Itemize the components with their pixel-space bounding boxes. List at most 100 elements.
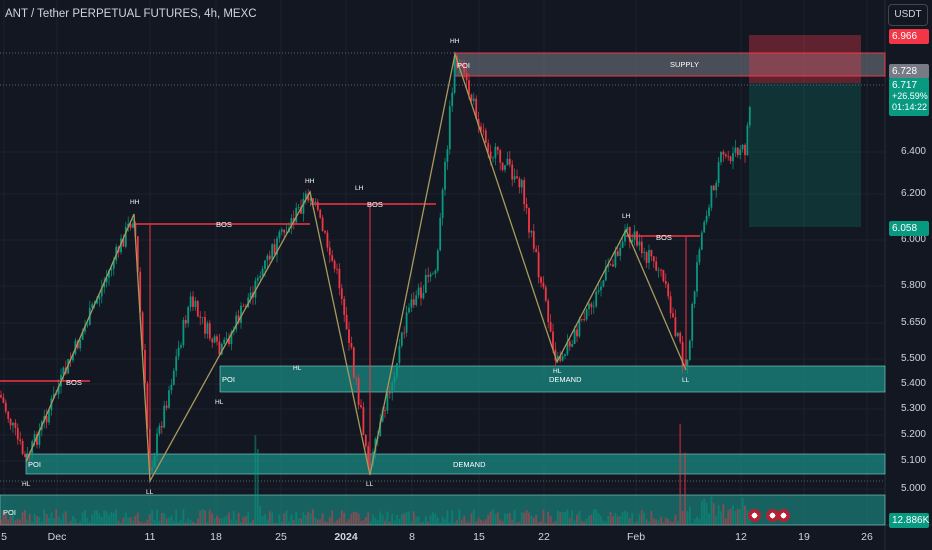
candle-body [72, 353, 74, 361]
label-hh: HH [130, 199, 140, 206]
bar-countdown: 01:14:22 [892, 102, 928, 112]
volume-bar [544, 522, 547, 525]
market-structure-zigzag[interactable] [25, 51, 687, 484]
volume-bar [232, 510, 235, 525]
volume-bar [139, 521, 142, 525]
candle-body [333, 260, 336, 269]
volume-bar [79, 521, 82, 525]
volume-bar [568, 517, 571, 525]
candle-body [319, 209, 322, 218]
candle-body [235, 315, 238, 330]
candle-body [463, 63, 466, 73]
candle-body [492, 157, 494, 159]
candle-body [396, 363, 398, 377]
time-tick-label: 2024 [334, 531, 358, 543]
volume-bar [513, 509, 516, 525]
volume-bar [484, 519, 487, 525]
candle-body [508, 158, 511, 165]
candle-body [127, 223, 130, 228]
time-tick-label: 26 [861, 531, 873, 543]
demand-zone-upper[interactable] [219, 365, 886, 393]
candle-body [446, 149, 449, 162]
volume-bar [360, 521, 362, 525]
candle-body [182, 319, 185, 346]
volume-bar [532, 517, 535, 525]
volume-bar [528, 512, 530, 525]
candle-body [290, 218, 293, 229]
volume-bar [650, 510, 653, 525]
volume-bar [564, 511, 566, 525]
candle-body [679, 332, 682, 342]
candle-body [151, 467, 154, 471]
candle-body [295, 207, 298, 223]
reward-box[interactable] [749, 83, 861, 227]
bos-label-1: BOS [66, 378, 82, 387]
volume-bar [355, 511, 358, 525]
candle-body [595, 291, 598, 307]
us-flag-icon[interactable] [748, 509, 761, 522]
candle-body [338, 268, 341, 289]
target-price-tag: 6.058 [889, 221, 929, 236]
volume-bar [328, 517, 331, 525]
volume-bar [520, 512, 523, 525]
volume-bar [453, 521, 456, 525]
candle-body [201, 317, 204, 318]
volume-bar [652, 518, 655, 525]
candle-body [19, 439, 22, 442]
candle-body [384, 410, 386, 412]
candle-body [184, 319, 187, 324]
candle-body [345, 314, 348, 330]
volume-bar [302, 512, 305, 525]
candle-body [580, 318, 583, 320]
volume-bar [628, 518, 631, 525]
volume-bar [62, 513, 65, 525]
candle-body [132, 223, 134, 228]
volume-bar [504, 513, 506, 525]
candle-body [81, 331, 84, 340]
volume-bar [494, 513, 497, 525]
volume-bar [194, 522, 197, 525]
risk-box[interactable] [749, 35, 861, 83]
volume-bar [585, 518, 588, 525]
us-flag-icon[interactable] [777, 509, 790, 522]
volume-bar [2, 510, 5, 525]
volume-bar [535, 514, 538, 525]
volume-bar [345, 521, 348, 525]
volume-bar [506, 513, 509, 525]
volume-bar [199, 510, 202, 525]
candle-body [266, 255, 269, 261]
us-flag-icon[interactable] [766, 509, 779, 522]
candle-body [621, 241, 624, 248]
volume-bar [429, 515, 432, 525]
candle-body [722, 151, 725, 155]
volume-bar [264, 514, 266, 525]
volume-bar [7, 519, 10, 525]
volume-bar [626, 512, 629, 525]
volume-bar [297, 518, 300, 525]
candle-body [583, 318, 586, 320]
candle-body [297, 207, 300, 208]
candle-body [216, 336, 218, 342]
candle-body [98, 296, 101, 300]
price-tick-label: 5.800 [900, 280, 926, 291]
volume-bar [496, 512, 499, 525]
candle-body [674, 317, 677, 337]
candle-body [520, 180, 523, 188]
volume-bar [693, 519, 696, 525]
candle-body [168, 390, 170, 408]
currency-button[interactable]: USDT [888, 4, 928, 26]
demand-zone-lower[interactable] [25, 453, 886, 475]
candle-body [340, 288, 343, 299]
candle-body [271, 244, 274, 260]
candle-body [408, 307, 410, 313]
volume-bar [662, 522, 665, 525]
volume-bar [204, 510, 206, 525]
volume-bar [708, 513, 710, 525]
volume-bar [290, 514, 293, 525]
candle-body [156, 433, 158, 456]
label-ll: LL [366, 481, 374, 488]
candle-body [386, 392, 389, 411]
volume-bar [561, 512, 564, 525]
candle-body [158, 426, 161, 434]
